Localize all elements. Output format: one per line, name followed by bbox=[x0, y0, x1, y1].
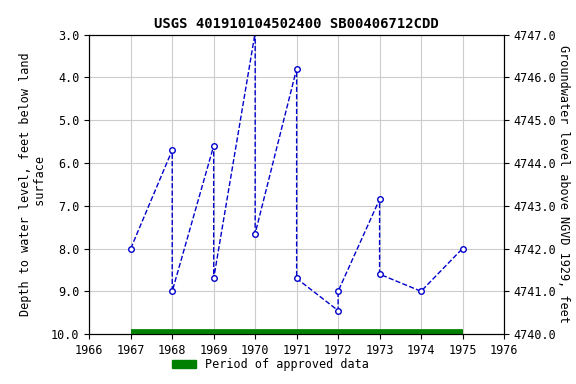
Y-axis label: Groundwater level above NGVD 1929, feet: Groundwater level above NGVD 1929, feet bbox=[558, 45, 570, 323]
Y-axis label: Depth to water level, feet below land
 surface: Depth to water level, feet below land su… bbox=[19, 53, 47, 316]
Title: USGS 401910104502400 SB00406712CDD: USGS 401910104502400 SB00406712CDD bbox=[154, 17, 439, 31]
Legend: Period of approved data: Period of approved data bbox=[168, 354, 374, 376]
